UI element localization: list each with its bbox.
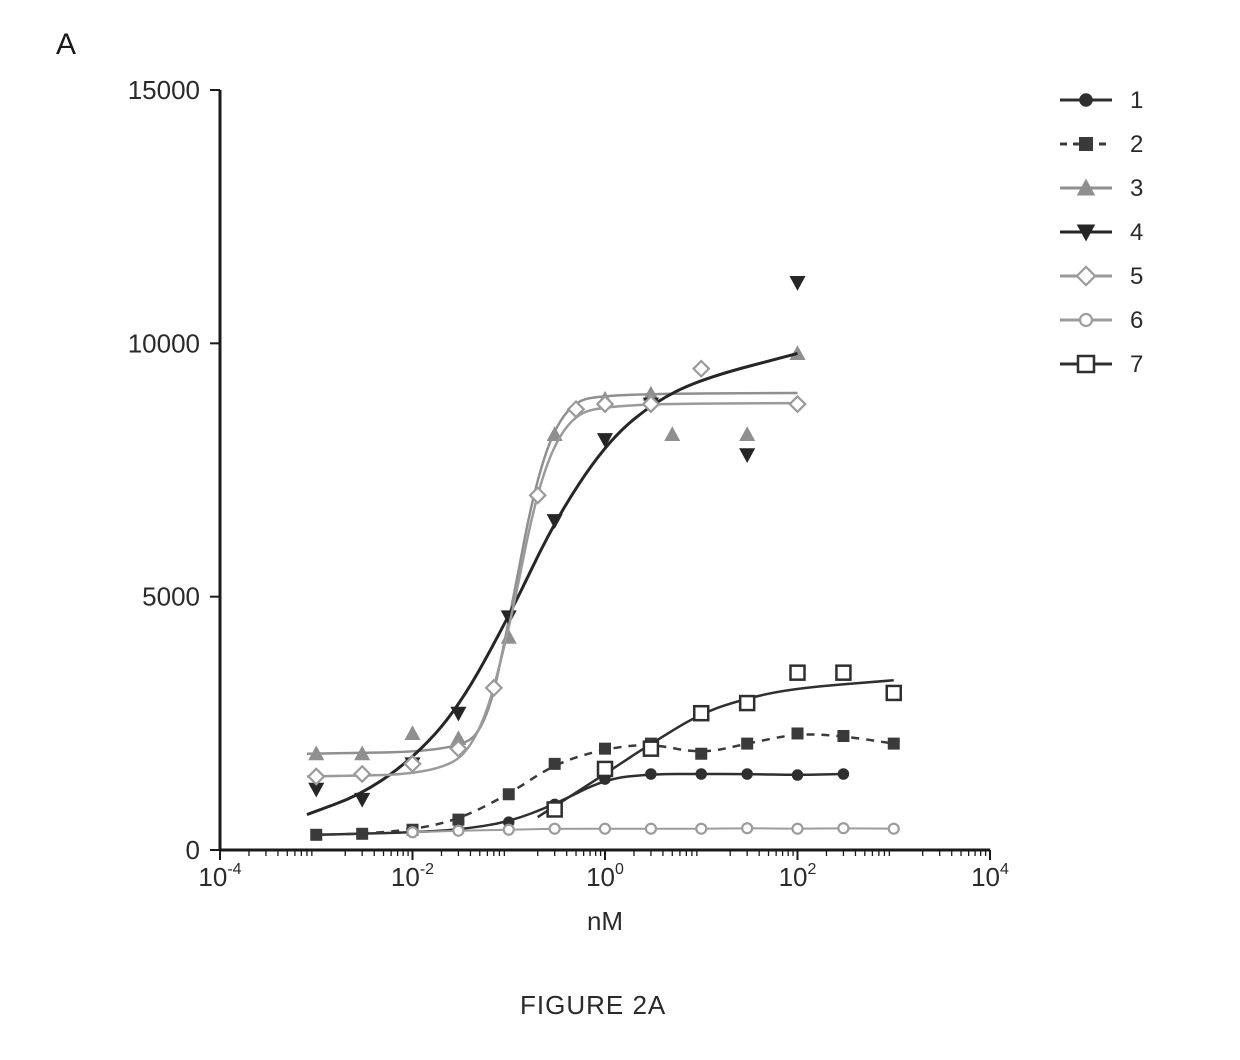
y-tick-label: 0 xyxy=(186,835,200,865)
series-line xyxy=(538,680,894,817)
series-line xyxy=(307,393,798,754)
legend-label: 1 xyxy=(1130,87,1143,114)
legend-label: 7 xyxy=(1130,351,1143,378)
series-line xyxy=(307,403,798,776)
legend-label: 6 xyxy=(1130,307,1143,334)
x-tick-label: 10-4 xyxy=(198,861,241,892)
legend-label: 5 xyxy=(1130,263,1143,290)
series-line xyxy=(307,353,798,814)
dose-response-chart: 0 5000 10000 15000 10-4 10-2 100 102 104 nM 1 2 3 4 5 6… xyxy=(0,0,1240,1060)
x-tick-label: 104 xyxy=(971,861,1009,892)
series-s5 xyxy=(307,361,805,784)
x-axis-label: nM xyxy=(587,906,623,936)
series-s3 xyxy=(307,346,805,759)
legend-item-s6: 6 xyxy=(1060,307,1143,334)
figure-caption: FIGURE 2A xyxy=(520,990,666,1021)
legend-item-s2: 2 xyxy=(1060,131,1143,158)
series-s4 xyxy=(307,277,805,815)
legend-item-s3: 3 xyxy=(1060,175,1143,202)
legend-item-s4: 4 xyxy=(1060,219,1143,246)
legend-label: 3 xyxy=(1130,175,1143,202)
legend-item-s5: 5 xyxy=(1060,263,1143,290)
y-tick-label: 15000 xyxy=(128,75,200,105)
x-tick-label: 102 xyxy=(779,861,817,892)
legend-label: 2 xyxy=(1130,131,1143,158)
legend-item-s7: 7 xyxy=(1060,351,1143,378)
series-line xyxy=(316,774,843,835)
page: A 05000100001500010-410-2100102104nM1234… xyxy=(0,0,1240,1060)
y-tick-label: 5000 xyxy=(142,582,200,612)
legend-label: 4 xyxy=(1130,219,1143,246)
y-tick-label: 10000 xyxy=(128,328,200,358)
x-tick-label: 100 xyxy=(586,861,624,892)
x-tick-label: 10-2 xyxy=(391,861,434,892)
legend-item-s1: 1 xyxy=(1060,87,1143,114)
